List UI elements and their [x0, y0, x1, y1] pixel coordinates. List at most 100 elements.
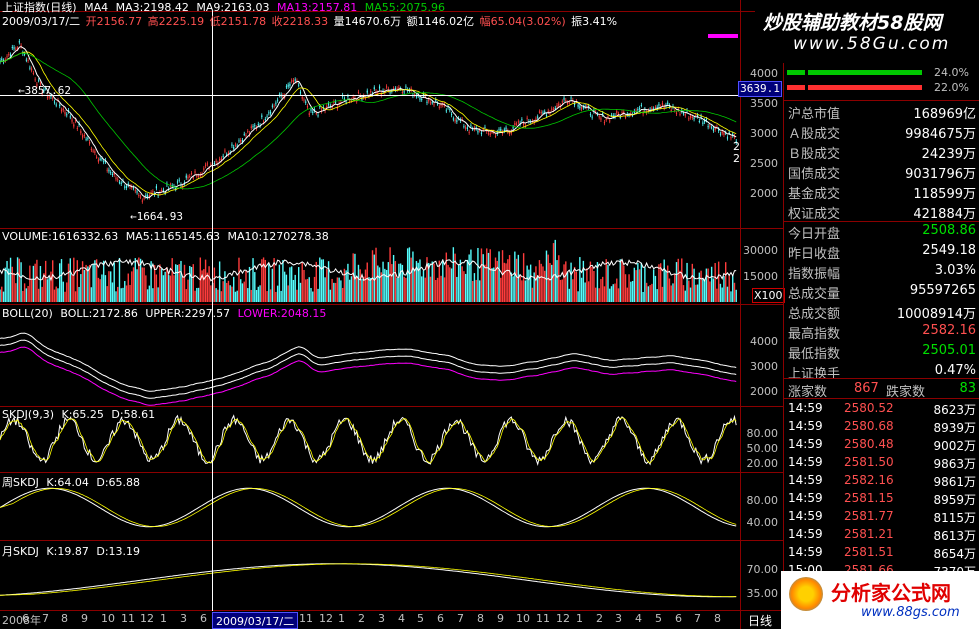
- wskdj-d: D:65.88: [96, 476, 141, 489]
- volume-bar: [563, 264, 565, 302]
- candle-body: [226, 154, 228, 156]
- volume-bar: [484, 264, 486, 302]
- stat-label: 总成交额: [788, 307, 841, 322]
- candle-body: [447, 106, 449, 108]
- candle-body: [682, 113, 685, 115]
- candle-body: [227, 152, 230, 155]
- skdj-panel-label: SKDJ(9,3) K:65.25 D:58.61: [2, 408, 159, 421]
- volume-bar: [57, 288, 59, 302]
- candle-body: [661, 102, 664, 105]
- candle-body: [94, 151, 96, 153]
- candle-body: [143, 197, 145, 199]
- volume-bar: [273, 258, 275, 302]
- boll-ytick-3000: 3000: [750, 360, 778, 373]
- chart-area[interactable]: [0, 0, 740, 629]
- volume-bar: [582, 260, 585, 302]
- candle-body: [108, 169, 110, 172]
- candle-body: [674, 110, 676, 112]
- volume-bar: [703, 280, 706, 302]
- volume-bar: [575, 271, 578, 302]
- volume-bar: [25, 288, 28, 302]
- volume-bar: [67, 263, 70, 302]
- volume-bar: [66, 282, 68, 302]
- volume-bar: [477, 247, 479, 302]
- candle-body: [505, 127, 507, 130]
- candle-body: [649, 109, 651, 111]
- volume-bar: [153, 265, 156, 302]
- volume-bar: [624, 274, 627, 302]
- candle-body: [110, 172, 112, 174]
- watermark-bottom-text: 分析家公式网: [831, 581, 951, 605]
- volume-bar: [429, 276, 432, 302]
- candle-body: [603, 121, 606, 124]
- volume-bar: [326, 269, 328, 302]
- tick-volume: 8613万: [933, 529, 976, 543]
- volume-bar: [637, 262, 639, 302]
- tick-row[interactable]: 14:59 2580.48 9002万: [784, 436, 979, 453]
- candle-body: [401, 92, 403, 94]
- period-label[interactable]: 日线: [748, 614, 773, 628]
- tick-row[interactable]: 14:59 2581.15 8959万: [784, 490, 979, 507]
- tick-row[interactable]: 14:59 2581.51 8654万: [784, 544, 979, 561]
- tick-price: 2580.48: [844, 437, 894, 451]
- updown-row: 涨家数 867 跌家数 83: [784, 379, 979, 400]
- volume-bar: [192, 264, 194, 302]
- candle-body: [101, 158, 103, 160]
- volume-bar: [229, 285, 231, 302]
- candle-body: [59, 104, 61, 107]
- tick-row[interactable]: 14:59 2582.16 9861万: [784, 472, 979, 489]
- candle-body: [124, 186, 126, 188]
- tick-row[interactable]: 14:59 2581.21 8613万: [784, 526, 979, 543]
- stat-value: 2505.01: [922, 343, 976, 358]
- tick-row[interactable]: 14:59 2581.77 8115万: [784, 508, 979, 525]
- candle-body: [190, 173, 193, 175]
- volume-bar: [101, 274, 103, 302]
- volume-bar: [363, 276, 365, 302]
- volume-bar: [262, 257, 265, 302]
- candle-body: [343, 98, 345, 100]
- candle-body: [81, 135, 84, 138]
- stat-label: 国债成交: [788, 167, 841, 182]
- volume-bar: [55, 286, 57, 302]
- volume-bar: [413, 268, 416, 302]
- candle-body: [357, 91, 360, 93]
- volume-panel-label: VOLUME:1616332.63 MA5:1165145.63 MA10:12…: [2, 230, 333, 243]
- volume-bar: [233, 276, 235, 302]
- x-tick-label: 1: [338, 612, 345, 625]
- volume-bar: [428, 263, 430, 302]
- low-marker: ←1664.93: [130, 210, 183, 223]
- candle-body: [721, 131, 723, 134]
- candle-body: [704, 120, 706, 122]
- candle-body: [15, 48, 17, 50]
- tick-row[interactable]: 14:59 2580.52 8623万: [784, 400, 979, 417]
- volume-bar: [607, 264, 609, 302]
- volume-bar: [419, 259, 421, 302]
- tick-row[interactable]: 14:59 2581.50 9863万: [784, 454, 979, 471]
- volume-bar: [480, 248, 483, 302]
- tick-time: 14:59: [788, 545, 823, 559]
- mskdj-d: D:13.19: [96, 545, 141, 558]
- candle-body: [640, 104, 642, 106]
- panel-divider-skdj: [0, 406, 783, 407]
- volume-bar: [378, 267, 381, 302]
- boll-panel-label: BOLL(20) BOLL:2172.86 UPPER:2297.57 LOWE…: [2, 307, 330, 320]
- volume-bar: [37, 288, 40, 302]
- volume-bar: [521, 280, 523, 302]
- candle-body: [29, 67, 31, 69]
- candle-body: [310, 109, 312, 111]
- volume-bar: [80, 274, 82, 302]
- candle-body: [579, 106, 581, 109]
- tick-row[interactable]: 14:59 2580.68 8939万: [784, 418, 979, 435]
- candle-body: [335, 101, 337, 103]
- volume-bar: [289, 267, 291, 302]
- volume-bar: [110, 271, 112, 302]
- ratio-bar-2a: [787, 85, 805, 90]
- wskdj-ytick-80: 80.00: [746, 494, 779, 507]
- boll-ytick-2000: 2000: [750, 385, 778, 398]
- candle-body: [322, 107, 324, 109]
- skdj-k: K:65.25: [61, 408, 104, 421]
- down-count-label: 跌家数: [886, 385, 926, 400]
- volume-bar: [43, 273, 45, 302]
- volume-bar: [447, 264, 449, 302]
- candle-body: [475, 127, 477, 129]
